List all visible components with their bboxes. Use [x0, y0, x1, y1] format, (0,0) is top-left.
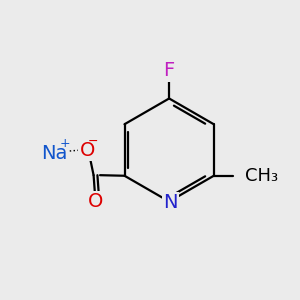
- Text: Na: Na: [41, 144, 68, 163]
- Text: F: F: [164, 61, 175, 80]
- Text: O: O: [87, 192, 103, 211]
- Text: CH₃: CH₃: [245, 167, 278, 185]
- Text: +: +: [59, 137, 70, 150]
- Text: O: O: [80, 141, 95, 160]
- Text: −: −: [88, 135, 98, 148]
- Text: N: N: [164, 194, 178, 212]
